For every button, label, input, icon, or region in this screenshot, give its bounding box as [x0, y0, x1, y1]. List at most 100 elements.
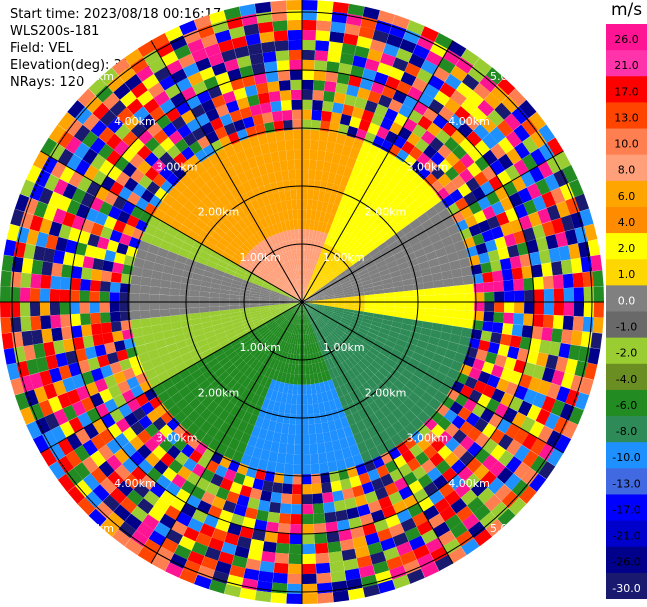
ppi-gate-cell	[555, 434, 572, 453]
ppi-gate-cell	[336, 185, 346, 197]
ppi-gate-cell	[325, 336, 334, 347]
ppi-gate-cell	[547, 448, 564, 467]
ppi-gate-cell	[29, 372, 44, 390]
ppi-gate-cell	[257, 363, 266, 374]
ppi-gate-cell	[164, 505, 181, 521]
ppi-gate-cell	[536, 352, 549, 368]
ppi-gate-cell	[325, 182, 334, 194]
ppi-gate-cell	[483, 281, 495, 293]
ppi-gate-cell	[302, 414, 309, 425]
ppi-gate-cell	[275, 50, 290, 62]
ppi-gate-cell	[518, 373, 533, 389]
ppi-gate-cell	[331, 366, 340, 378]
ppi-gate-cell	[234, 324, 245, 332]
ppi-gate-cell	[270, 390, 278, 402]
ppi-gate-cell	[373, 255, 385, 265]
ppi-gate-cell	[313, 523, 327, 534]
ppi-gate-cell	[404, 307, 415, 314]
ppi-gate-cell	[528, 376, 542, 393]
ppi-gate-cell	[106, 149, 122, 166]
ppi-gate-cell	[362, 416, 374, 429]
ppi-gate-cell	[62, 338, 75, 353]
ppi-gate-cell	[312, 503, 325, 514]
ppi-gate-cell	[284, 403, 292, 414]
ppi-gate-cell	[244, 423, 255, 436]
ppi-gate-cell	[315, 382, 322, 394]
ppi-gate-cell	[289, 302, 299, 304]
ppi-gate-cell	[314, 320, 322, 330]
ppi-gate-cell	[410, 325, 422, 334]
ppi-gate-cell	[278, 442, 288, 454]
ppi-gate-cell	[373, 284, 384, 291]
ppi-gate-cell	[275, 462, 285, 474]
ppi-gate-cell	[190, 246, 202, 257]
ppi-gate-cell	[304, 324, 308, 335]
ppi-gate-cell	[99, 477, 117, 495]
ppi-gate-cell	[302, 139, 311, 150]
ppi-gate-cell	[257, 133, 269, 146]
ppi-gate-cell	[195, 57, 212, 72]
ppi-gate-cell	[333, 290, 344, 296]
ppi-gate-cell	[430, 410, 444, 424]
ppi-gate-cell	[553, 169, 569, 188]
ppi-gate-cell	[293, 259, 297, 270]
ppi-gate-cell	[138, 352, 151, 364]
ppi-gate-cell	[327, 275, 337, 283]
ppi-gate-cell	[109, 181, 124, 196]
ppi-gate-cell	[551, 328, 563, 343]
ppi-gate-cell	[170, 68, 188, 84]
ppi-gate-cell	[356, 150, 368, 163]
ppi-gate-cell	[153, 228, 167, 240]
ppi-gate-cell	[83, 423, 99, 440]
ppi-gate-cell	[401, 368, 414, 380]
ppi-gate-cell	[40, 274, 52, 289]
ppi-gate-cell	[177, 465, 192, 480]
ppi-gate-cell	[247, 43, 263, 56]
ppi-gate-cell	[293, 344, 298, 355]
ppi-gate-cell	[443, 286, 455, 295]
ppi-gate-cell	[375, 335, 387, 344]
ppi-gate-cell	[509, 335, 522, 348]
ppi-gate-cell	[258, 428, 268, 440]
ppi-gate-cell	[272, 161, 282, 173]
ppi-gate-cell	[272, 191, 281, 203]
ppi-gate-cell	[330, 21, 346, 34]
ppi-gate-cell	[314, 533, 328, 544]
ppi-gate-cell	[321, 339, 329, 350]
ppi-gate-cell	[90, 120, 108, 137]
ppi-gate-cell	[364, 532, 380, 546]
ppi-gate-cell	[243, 568, 260, 581]
ppi-gate-cell	[341, 145, 353, 157]
ppi-gate-cell	[401, 224, 414, 236]
ppi-gate-cell	[133, 106, 150, 122]
ppi-gate-cell	[323, 338, 331, 348]
ppi-gate-cell	[335, 375, 345, 387]
ppi-gate-cell	[454, 106, 471, 122]
ppi-gate-cell	[590, 332, 603, 349]
ppi-gate-cell	[186, 422, 200, 436]
ppi-gate-cell	[506, 147, 522, 165]
ppi-gate-cell	[283, 362, 289, 374]
ppi-gate-cell	[309, 433, 317, 445]
ppi-gate-cell	[408, 480, 424, 495]
ppi-gate-cell	[399, 353, 412, 364]
ppi-gate-cell	[327, 358, 335, 369]
ppi-gate-cell	[31, 329, 44, 345]
ppi-gate-cell	[67, 486, 85, 505]
ppi-gate-cell	[456, 344, 469, 356]
range-ring-label: 1.00km	[323, 341, 365, 354]
ppi-gate-cell	[254, 154, 265, 167]
ppi-gate-cell	[229, 481, 243, 495]
ppi-gate-cell	[175, 77, 192, 93]
ppi-gate-cell	[364, 294, 375, 299]
ppi-gate-cell	[339, 350, 348, 361]
colorbar-swatch	[606, 442, 647, 469]
ppi-gate-cell	[148, 506, 165, 522]
ppi-gate-cell	[90, 153, 106, 171]
ppi-gate-cell	[306, 344, 311, 355]
ppi-gate-cell	[297, 279, 300, 290]
ppi-gate-cell	[258, 499, 271, 512]
ppi-gate-cell	[226, 331, 238, 340]
ppi-gate-cell	[511, 479, 529, 498]
ppi-gate-cell	[82, 148, 98, 165]
